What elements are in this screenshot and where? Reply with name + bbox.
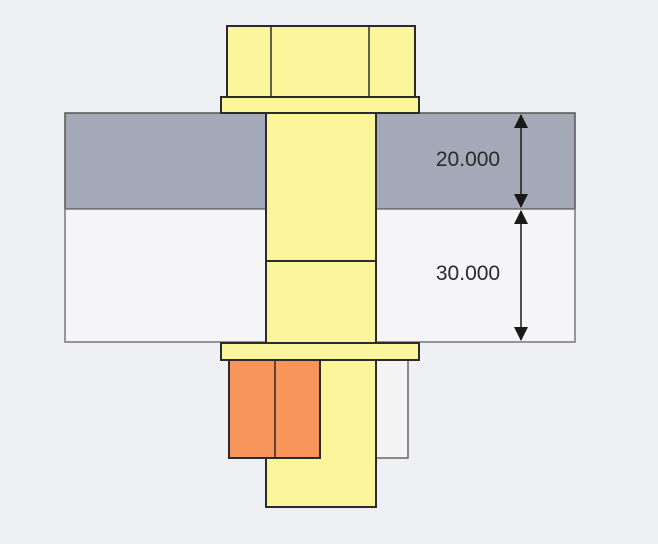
upper-washer (220, 96, 420, 114)
lower-washer (220, 342, 420, 361)
arrowhead-down (514, 327, 528, 341)
arrowhead-up (514, 210, 528, 224)
bolt-head (226, 25, 416, 99)
nut-back-face (373, 359, 409, 459)
dimension-upper-label: 20.000 (436, 148, 500, 171)
arrowhead-down (514, 194, 528, 208)
dimension-lower-label: 30.000 (436, 262, 500, 285)
dimension-upper: 20.000 (436, 114, 528, 208)
arrowhead-up (514, 114, 528, 128)
dimension-lower: 30.000 (436, 210, 528, 341)
